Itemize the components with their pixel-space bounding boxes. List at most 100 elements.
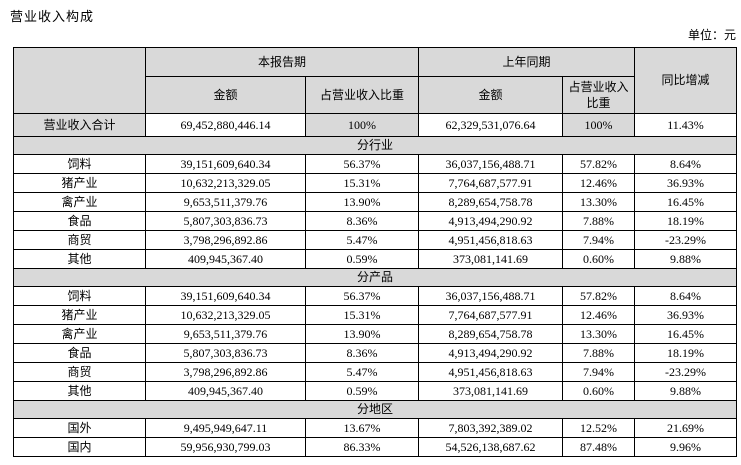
row-label: 饲料 bbox=[13, 154, 146, 174]
prior-amount-cell: 373,081,141.69 bbox=[418, 249, 564, 269]
table-row: 饲料 39,151,609,640.34 56.37% 36,037,156,488.… bbox=[13, 154, 738, 174]
header-current-share: 占营业收入比重 bbox=[304, 76, 420, 114]
section-title: 分产品 bbox=[12, 268, 738, 287]
table-row: 饲料 39,151,609,640.34 56.37% 36,037,156,488.… bbox=[13, 286, 738, 306]
current-share-cell: 100% bbox=[304, 113, 420, 137]
prior-amount-cell: 4,913,494,290.92 bbox=[418, 343, 564, 363]
current-amount-cell: 10,632,213,329.05 bbox=[145, 173, 306, 193]
row-label: 猪产业 bbox=[13, 305, 146, 325]
current-amount-cell: 10,632,213,329.05 bbox=[145, 305, 306, 325]
row-label: 猪产业 bbox=[13, 173, 146, 193]
current-share-cell: 15.31% bbox=[304, 305, 420, 325]
current-share-cell: 86.33% bbox=[304, 437, 420, 457]
prior-amount-cell: 8,289,654,758.78 bbox=[418, 324, 564, 344]
prior-share-cell: 0.60% bbox=[562, 381, 636, 401]
yoy-change-cell: 16.45% bbox=[634, 192, 738, 212]
table-row: 猪产业 10,632,213,329.05 15.31% 7,764,687,577.… bbox=[13, 173, 738, 193]
current-share-cell: 8.36% bbox=[304, 211, 420, 231]
prior-amount-cell: 8,289,654,758.78 bbox=[418, 192, 564, 212]
section-header-row: 分产品 bbox=[12, 268, 738, 287]
current-amount-cell: 39,151,609,640.34 bbox=[145, 286, 306, 306]
current-share-cell: 56.37% bbox=[304, 154, 420, 174]
table-row: 猪产业 10,632,213,329.05 15.31% 7,764,687,577.… bbox=[13, 305, 738, 325]
table-row: 国内 59,956,930,799.03 86.33% 54,526,138,687.… bbox=[13, 437, 738, 457]
section-title: 分行业 bbox=[12, 136, 738, 155]
current-share-cell: 15.31% bbox=[304, 173, 420, 193]
prior-amount-cell: 4,951,456,818.63 bbox=[418, 230, 564, 250]
row-label: 饲料 bbox=[13, 286, 146, 306]
header-yoy-change: 同比增减 bbox=[634, 47, 738, 114]
table-row: 食品 5,807,303,836.73 8.36% 4,913,494,290.92 7… bbox=[13, 211, 738, 231]
current-share-cell: 13.90% bbox=[304, 192, 420, 212]
header-current-period: 本报告期 bbox=[144, 47, 420, 77]
current-amount-cell: 39,151,609,640.34 bbox=[145, 154, 306, 174]
prior-share-cell: 0.60% bbox=[562, 249, 636, 269]
prior-amount-cell: 4,951,456,818.63 bbox=[418, 362, 564, 382]
current-amount-cell: 5,807,303,836.73 bbox=[145, 343, 306, 363]
prior-amount-cell: 36,037,156,488.71 bbox=[418, 154, 564, 174]
header-prior-period: 上年同期 bbox=[418, 47, 636, 77]
header-row-periods: 本报告期 上年同期 同比增减 bbox=[13, 47, 738, 114]
yoy-change-cell: -23.29% bbox=[634, 230, 738, 250]
current-amount-cell: 9,495,949,647.11 bbox=[145, 418, 306, 438]
row-label: 禽产业 bbox=[13, 192, 146, 212]
yoy-change-cell: 36.93% bbox=[634, 305, 738, 325]
page-title: 营业收入构成 bbox=[10, 9, 95, 24]
yoy-change-cell: -23.29% bbox=[634, 362, 738, 382]
prior-share-cell: 7.88% bbox=[562, 343, 636, 363]
section-title: 分地区 bbox=[12, 400, 738, 419]
row-label: 其他 bbox=[13, 381, 146, 401]
prior-share-cell: 12.46% bbox=[562, 173, 636, 193]
row-label: 禽产业 bbox=[13, 324, 146, 344]
row-label: 食品 bbox=[13, 343, 146, 363]
current-amount-cell: 409,945,367.40 bbox=[145, 381, 306, 401]
prior-share-cell: 7.88% bbox=[562, 211, 636, 231]
header-corner-cell bbox=[13, 47, 146, 114]
current-share-cell: 13.67% bbox=[304, 418, 420, 438]
current-share-cell: 5.47% bbox=[304, 362, 420, 382]
table-row: 商贸 3,798,296,892.86 5.47% 4,951,456,818.63 7… bbox=[13, 362, 738, 382]
current-amount-cell: 9,653,511,379.76 bbox=[145, 192, 306, 212]
prior-amount-cell: 7,764,687,577.91 bbox=[418, 173, 564, 193]
row-label: 商贸 bbox=[13, 230, 146, 250]
yoy-change-cell: 16.45% bbox=[634, 324, 738, 344]
current-share-cell: 0.59% bbox=[304, 381, 420, 401]
table-row: 禽产业 9,653,511,379.76 13.90% 8,289,654,758.7… bbox=[13, 324, 738, 344]
current-share-cell: 56.37% bbox=[304, 286, 420, 306]
row-label: 国外 bbox=[13, 418, 146, 438]
header-current-amount: 金额 bbox=[145, 76, 306, 114]
revenue-composition-table: 本报告期 上年同期 同比增减 金额 占营业收入比重 金额 占营业收入比重 营业收… bbox=[12, 47, 738, 457]
prior-share-cell: 13.30% bbox=[562, 192, 636, 212]
current-share-cell: 13.90% bbox=[304, 324, 420, 344]
yoy-change-cell: 21.69% bbox=[634, 418, 738, 438]
yoy-change-cell: 18.19% bbox=[634, 211, 738, 231]
total-revenue-row: 营业收入合计 69,452,880,446.14 100% 62,329,531,07… bbox=[13, 113, 738, 137]
prior-share-cell: 13.30% bbox=[562, 324, 636, 344]
current-amount-cell: 5,807,303,836.73 bbox=[145, 211, 306, 231]
prior-share-cell: 12.52% bbox=[562, 418, 636, 438]
current-amount-cell: 69,452,880,446.14 bbox=[145, 113, 306, 137]
yoy-change-cell: 36.93% bbox=[634, 173, 738, 193]
row-label: 国内 bbox=[13, 437, 146, 457]
prior-share-cell: 7.94% bbox=[562, 362, 636, 382]
row-label: 营业收入合计 bbox=[13, 113, 146, 137]
current-amount-cell: 59,956,930,799.03 bbox=[145, 437, 306, 457]
section-header-row: 分行业 bbox=[12, 136, 738, 155]
yoy-change-cell: 9.96% bbox=[634, 437, 738, 457]
header-prior-amount: 金额 bbox=[418, 76, 564, 114]
unit-label: 单位：元 bbox=[687, 28, 736, 42]
table-row: 其他 409,945,367.40 0.59% 373,081,141.69 0.60%… bbox=[13, 381, 738, 401]
prior-amount-cell: 62,329,531,076.64 bbox=[418, 113, 564, 137]
yoy-change-cell: 9.88% bbox=[634, 249, 738, 269]
current-amount-cell: 3,798,296,892.86 bbox=[145, 230, 306, 250]
prior-share-cell: 57.82% bbox=[562, 154, 636, 174]
current-share-cell: 0.59% bbox=[304, 249, 420, 269]
current-share-cell: 8.36% bbox=[304, 343, 420, 363]
row-label: 商贸 bbox=[13, 362, 146, 382]
prior-share-cell: 12.46% bbox=[562, 305, 636, 325]
prior-amount-cell: 4,913,494,290.92 bbox=[418, 211, 564, 231]
row-label: 食品 bbox=[13, 211, 146, 231]
prior-amount-cell: 373,081,141.69 bbox=[418, 381, 564, 401]
prior-amount-cell: 36,037,156,488.71 bbox=[418, 286, 564, 306]
